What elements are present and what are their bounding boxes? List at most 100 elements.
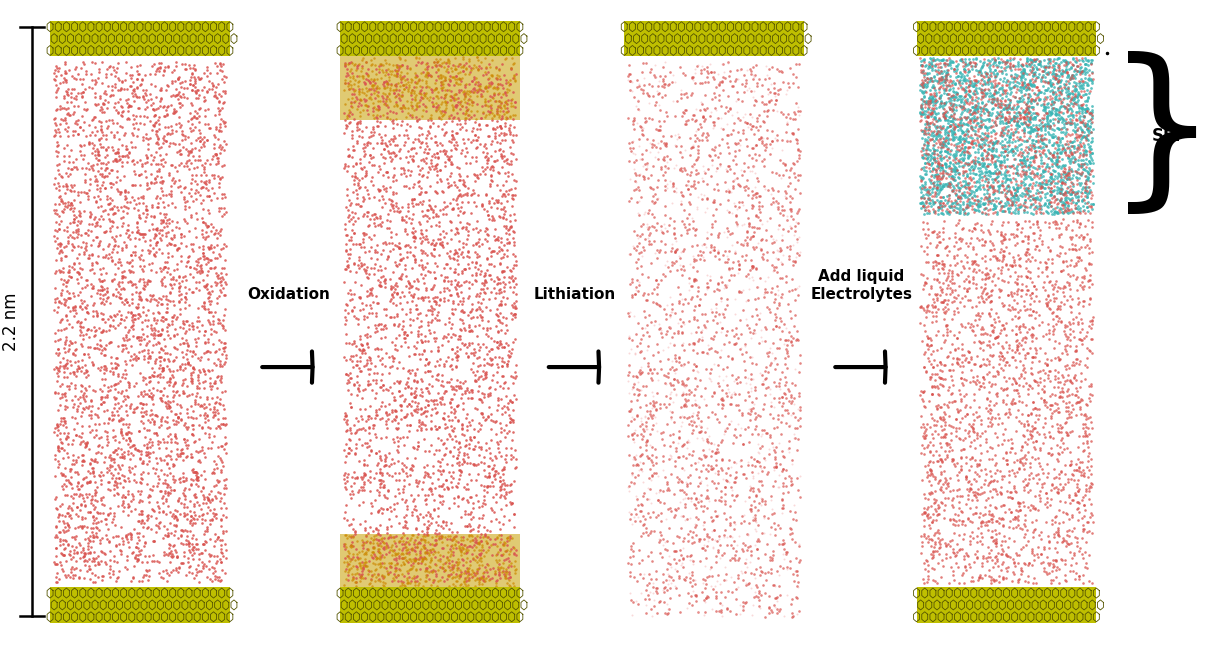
Point <box>777 136 797 146</box>
Point <box>1081 508 1101 518</box>
Point <box>76 385 96 395</box>
Point <box>112 400 132 411</box>
Point <box>465 116 485 127</box>
Point <box>1023 352 1043 362</box>
Point <box>1057 102 1076 112</box>
Point <box>667 531 686 541</box>
Point <box>467 366 487 376</box>
Point <box>1076 486 1096 496</box>
Point <box>953 199 973 209</box>
Point <box>911 133 931 143</box>
Point <box>688 399 707 410</box>
Point <box>412 484 432 495</box>
Point <box>432 454 451 464</box>
Point <box>374 476 394 486</box>
Point <box>1061 495 1081 506</box>
Point <box>926 446 946 456</box>
Point <box>656 107 675 117</box>
Point <box>970 310 990 320</box>
Point <box>1015 189 1034 200</box>
Point <box>380 66 400 76</box>
Point <box>145 110 165 120</box>
Point <box>357 68 376 79</box>
Point <box>183 545 203 555</box>
Point <box>353 196 373 206</box>
Point <box>962 109 982 119</box>
Point <box>934 153 953 163</box>
Point <box>367 408 386 418</box>
Point <box>1048 53 1068 64</box>
Point <box>155 455 175 465</box>
Point <box>999 203 1018 213</box>
Point <box>46 449 65 460</box>
Point <box>403 223 423 233</box>
Point <box>182 287 202 297</box>
Point <box>1052 144 1071 154</box>
Point <box>188 510 208 521</box>
Point <box>1071 469 1091 480</box>
Point <box>1043 159 1063 169</box>
Point <box>627 197 647 207</box>
Point <box>996 176 1016 186</box>
Point <box>1061 203 1081 214</box>
Point <box>182 147 202 157</box>
Point <box>396 462 416 473</box>
Point <box>691 466 711 476</box>
Point <box>993 131 1012 141</box>
Point <box>1018 285 1038 295</box>
Point <box>1070 280 1090 291</box>
Point <box>200 159 220 169</box>
Point <box>942 278 962 288</box>
Point <box>916 185 936 195</box>
Point <box>680 294 700 304</box>
Point <box>768 410 787 421</box>
Point <box>985 86 1005 96</box>
Point <box>84 114 103 124</box>
Point <box>1015 332 1034 343</box>
Point <box>924 181 943 191</box>
Point <box>82 127 102 137</box>
Point <box>1057 277 1076 287</box>
Point <box>1031 151 1050 162</box>
Point <box>702 307 722 317</box>
Point <box>788 250 808 260</box>
Point <box>657 585 677 595</box>
Point <box>422 567 442 577</box>
Bar <box>339 21 520 623</box>
Point <box>210 285 230 295</box>
Point <box>951 461 970 471</box>
Point <box>1066 341 1086 352</box>
Point <box>75 393 95 404</box>
Point <box>667 558 686 568</box>
Point <box>392 212 412 222</box>
Point <box>1018 185 1038 196</box>
Point <box>461 313 481 323</box>
Point <box>149 500 169 511</box>
Point <box>1022 548 1042 558</box>
Point <box>488 83 508 93</box>
Point <box>55 556 75 566</box>
Point <box>1049 133 1069 143</box>
Point <box>386 70 406 80</box>
Point <box>464 74 483 85</box>
Point <box>87 482 107 493</box>
Point <box>418 507 438 517</box>
Point <box>480 198 499 209</box>
Point <box>1075 191 1095 202</box>
Point <box>1079 75 1098 85</box>
Point <box>1069 123 1089 133</box>
Point <box>1068 143 1087 153</box>
Point <box>763 509 782 519</box>
Point <box>213 116 232 126</box>
Point <box>494 378 514 389</box>
Point <box>202 285 221 296</box>
Point <box>423 207 443 218</box>
Point <box>1023 157 1043 168</box>
Point <box>756 575 776 585</box>
Point <box>494 554 514 565</box>
Point <box>59 163 79 174</box>
Point <box>1079 104 1098 114</box>
Point <box>718 586 738 597</box>
Point <box>1048 562 1068 572</box>
Point <box>494 128 514 138</box>
